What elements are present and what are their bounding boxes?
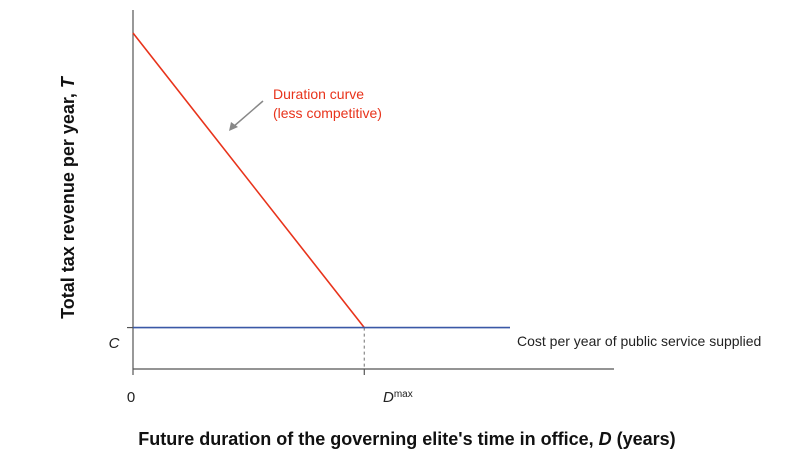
duration-curve-label-line1: Duration curve <box>273 86 364 102</box>
x-axis-title: Future duration of the governing elite's… <box>138 429 675 449</box>
y-axis-title: Total tax revenue per year, T <box>58 75 78 319</box>
duration-curve-line <box>132 32 365 329</box>
duration-curve-label-line2: (less competitive) <box>273 105 382 121</box>
x-tick-label-0: 0 <box>127 389 135 406</box>
cost-line-label: Cost per year of public service supplied <box>517 333 761 349</box>
plot-marks <box>127 32 510 375</box>
annotation-arrow <box>232 100 264 128</box>
x-tick-label-dmax: Dmax <box>383 389 413 406</box>
annotation-arrowhead <box>229 122 238 131</box>
y-tick-label-c: C <box>109 335 120 352</box>
